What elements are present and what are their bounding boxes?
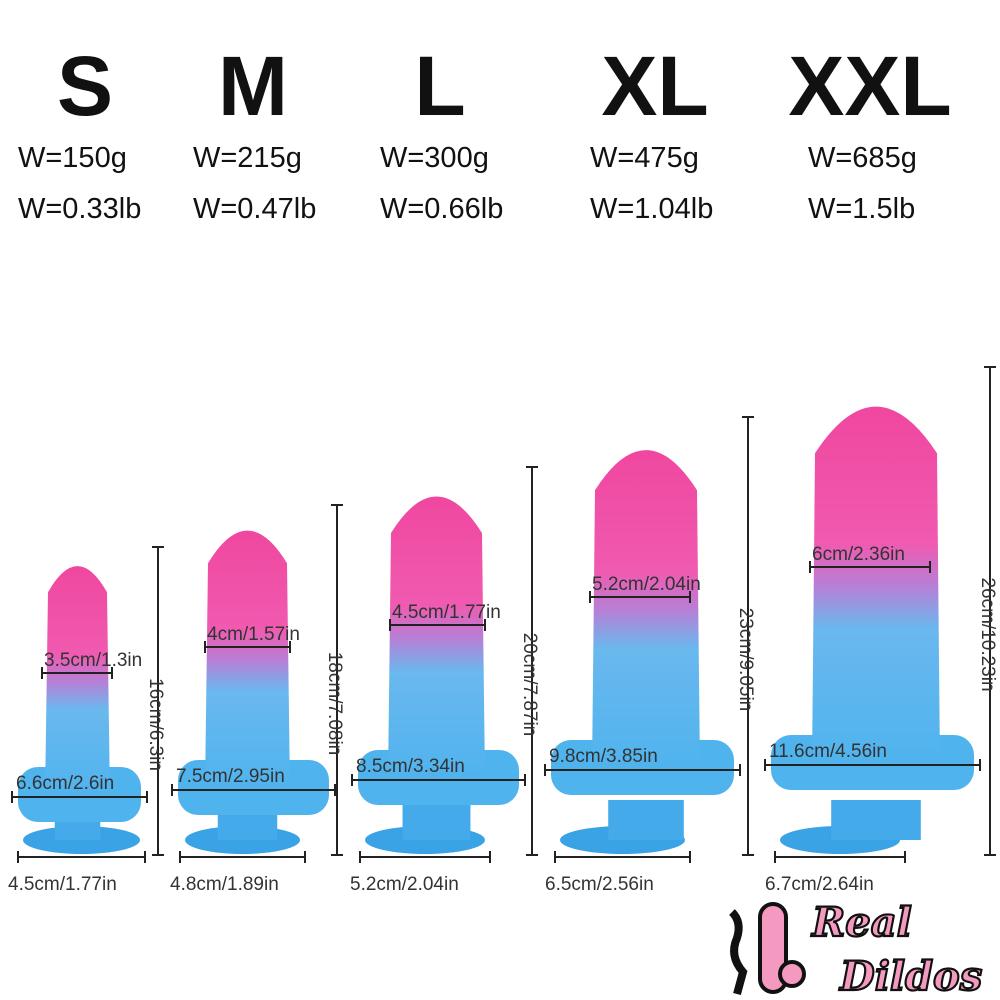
bottom-width-measure-line xyxy=(774,851,906,863)
weight-grams: W=685g xyxy=(808,142,917,174)
base-width-measure-line xyxy=(764,759,981,771)
base-width-measure-line xyxy=(11,791,148,803)
weight-pounds: W=1.04lb xyxy=(590,193,714,225)
base-width-label: 11.6cm/4.56in xyxy=(769,741,887,762)
length-measure-line xyxy=(331,504,343,856)
suction-stem xyxy=(608,800,684,840)
shaft-width-label: 6cm/2.36in xyxy=(812,544,905,565)
shaft xyxy=(205,530,290,790)
weight-grams: W=300g xyxy=(380,142,489,174)
width-measure-line xyxy=(41,667,113,679)
logo-text-dildos: Dildos xyxy=(839,953,982,1000)
size-label: M xyxy=(218,39,288,133)
bottom-width-measure-line xyxy=(179,851,306,863)
base-width-measure-line xyxy=(171,784,336,796)
brand-logo: Real Dildos xyxy=(722,898,992,1000)
product-M xyxy=(178,530,329,854)
shaft-width-label: 3.5cm/1.3in xyxy=(44,650,142,671)
bottom-width-label: 4.5cm/1.77in xyxy=(8,874,117,895)
weight-grams: W=150g xyxy=(18,142,127,174)
product-XL xyxy=(551,450,734,854)
bottom-width-measure-line xyxy=(554,851,691,863)
shaft xyxy=(45,566,110,797)
bottom-width-measure-line xyxy=(17,851,146,863)
shaft xyxy=(812,406,940,765)
size-label: XL xyxy=(601,39,709,133)
base-width-label: 6.6cm/2.6in xyxy=(16,773,114,794)
length-label: 26cm/10.23in xyxy=(977,577,998,691)
base-width-label: 8.5cm/3.34in xyxy=(356,756,465,777)
logo-text-real: Real xyxy=(811,899,912,946)
base-width-measure-line xyxy=(351,774,526,786)
length-label: 16cm/6.3in xyxy=(145,678,166,771)
bottom-width-label: 6.5cm/2.56in xyxy=(545,874,654,895)
size-label: S xyxy=(56,39,114,133)
weight-pounds: W=0.33lb xyxy=(18,193,142,225)
base-width-measure-line xyxy=(544,764,741,776)
bottom-width-label: 5.2cm/2.04in xyxy=(350,874,459,895)
weight-pounds: W=0.66lb xyxy=(380,193,504,225)
length-label: 18cm/7.08in xyxy=(324,652,345,756)
length-label: 20cm/7.87in xyxy=(519,633,540,737)
weight-pounds: W=0.47lb xyxy=(193,193,317,225)
product-S xyxy=(18,566,141,854)
width-measure-line xyxy=(389,619,486,631)
length-measure-line xyxy=(984,366,996,856)
length-measure-line xyxy=(526,466,538,856)
base-width-label: 9.8cm/3.85in xyxy=(549,746,658,767)
shaft-width-label: 4.5cm/1.77in xyxy=(392,602,501,623)
size-label: L xyxy=(414,39,466,133)
weight-grams: W=475g xyxy=(590,142,699,174)
bottom-width-measure-line xyxy=(359,851,491,863)
weight-grams: W=215g xyxy=(193,142,302,174)
product-L xyxy=(358,496,519,854)
suction-stem xyxy=(831,800,921,840)
shaft-width-label: 5.2cm/2.04in xyxy=(592,574,701,595)
suction-stem xyxy=(402,800,471,840)
bottom-width-label: 6.7cm/2.64in xyxy=(765,874,874,895)
shaft-width-label: 4cm/1.57in xyxy=(207,624,300,645)
length-label: 23cm/9.05in xyxy=(735,608,756,712)
length-measure-line xyxy=(152,546,164,856)
bottom-width-label: 4.8cm/1.89in xyxy=(170,874,279,895)
width-measure-line xyxy=(809,561,931,573)
length-measure-line xyxy=(742,416,754,856)
shaft xyxy=(388,496,485,780)
width-measure-line xyxy=(589,591,691,603)
width-measure-line xyxy=(204,641,291,653)
product-XXL xyxy=(771,406,974,854)
shaft xyxy=(592,450,700,770)
size-label: XXL xyxy=(788,39,952,133)
weight-pounds: W=1.5lb xyxy=(808,193,916,225)
base-width-label: 7.5cm/2.95in xyxy=(176,766,285,787)
